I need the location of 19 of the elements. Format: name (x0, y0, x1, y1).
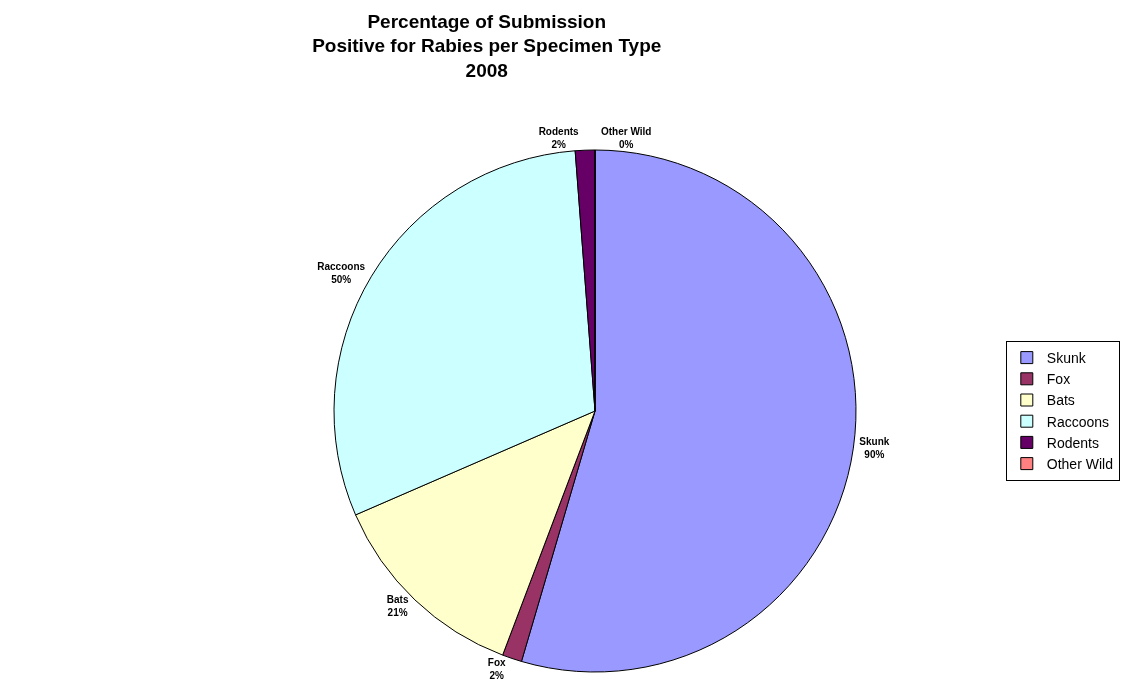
slice-label: Fox (487, 657, 506, 669)
chart-title: Percentage of Submission Positive for Rabies per Specimen Type 2008 (312, 10, 662, 82)
slice-label: Bats (386, 594, 409, 606)
data-label: 21% (387, 607, 408, 619)
data-label: 90% (864, 449, 885, 461)
data-label: 50% (331, 274, 352, 286)
data-label: 2% (551, 139, 566, 151)
legend-label: Rodents (1046, 434, 1099, 451)
legend-label: Other Wild (1046, 456, 1113, 473)
legend-label: Raccoons (1046, 413, 1110, 430)
slice-label: Rodents (538, 126, 580, 138)
legend-label: Bats (1046, 392, 1075, 409)
slice-label: Raccoons (317, 261, 366, 273)
category-label: Other Wild (601, 126, 652, 137)
legend-label: Fox (1046, 371, 1071, 388)
data-label: 2% (489, 670, 504, 682)
slice-label: Skunk (859, 436, 890, 448)
text: 0% (619, 139, 634, 150)
legend-label: Skunk (1046, 350, 1087, 367)
